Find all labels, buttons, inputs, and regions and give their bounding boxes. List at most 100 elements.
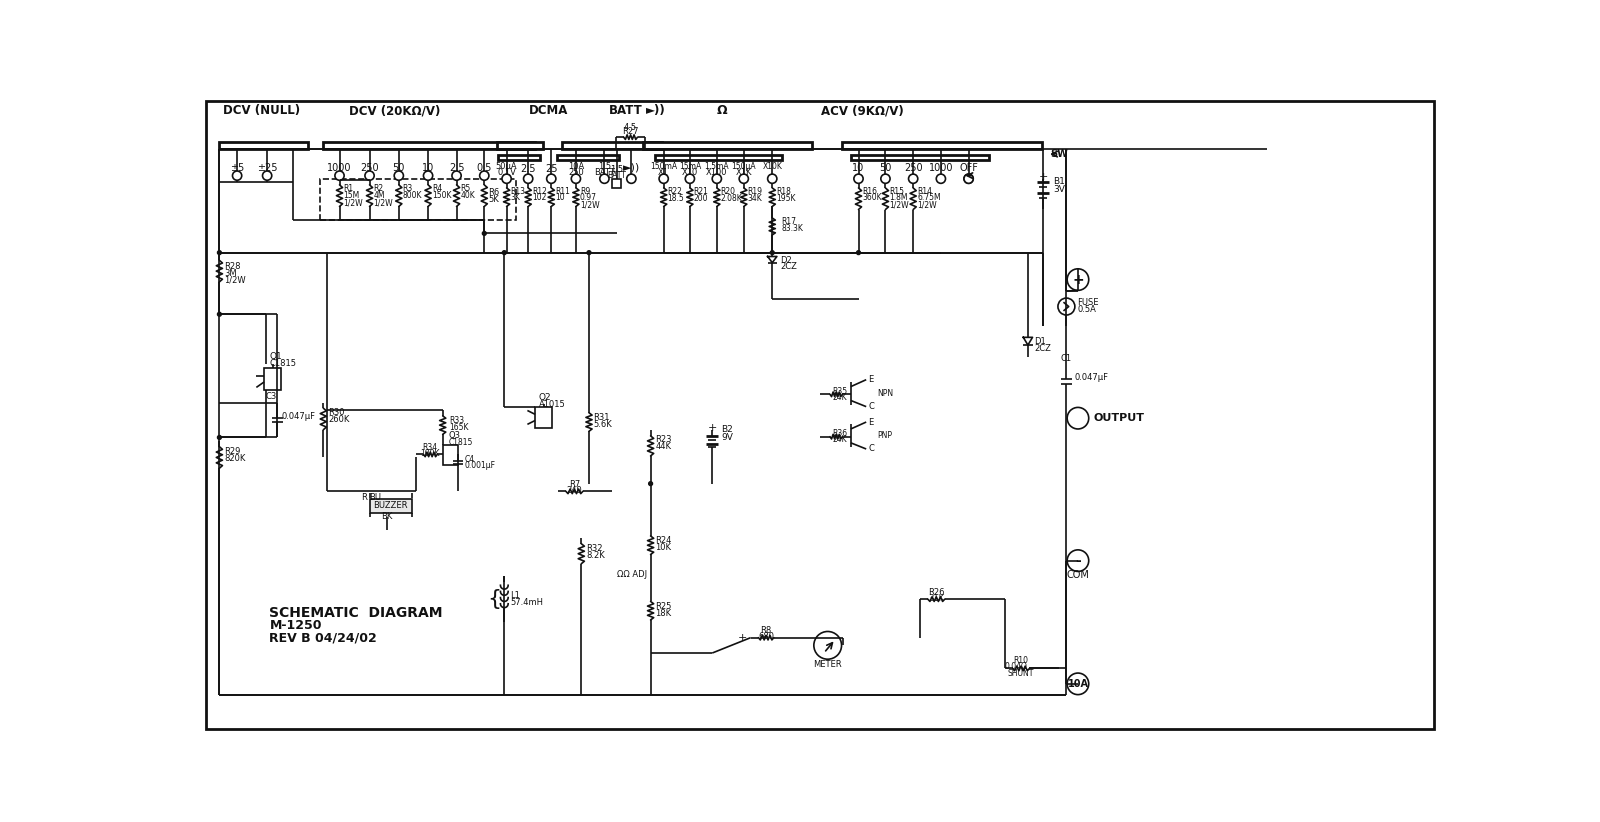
Circle shape (547, 174, 555, 183)
Text: 6.75M: 6.75M (917, 193, 941, 202)
Text: 57.4mH: 57.4mH (510, 598, 544, 607)
Circle shape (814, 631, 842, 659)
Circle shape (1067, 408, 1088, 429)
Circle shape (685, 174, 694, 183)
Text: -: - (1075, 554, 1082, 568)
Text: 0.5A: 0.5A (1077, 305, 1096, 314)
Text: BATT: BATT (610, 104, 643, 118)
Circle shape (502, 174, 512, 183)
Circle shape (218, 436, 221, 440)
Circle shape (587, 251, 590, 255)
Text: R34: R34 (422, 443, 437, 452)
Text: SHUNT: SHUNT (1008, 669, 1034, 678)
Circle shape (770, 251, 774, 255)
Circle shape (627, 174, 635, 183)
Bar (498, 155, 541, 160)
Text: R17: R17 (781, 217, 797, 226)
Text: ►)): ►)) (622, 163, 640, 173)
Text: L1: L1 (510, 591, 520, 600)
Circle shape (600, 174, 610, 183)
Text: OUTPUT: OUTPUT (1093, 413, 1144, 423)
Text: 0.5: 0.5 (477, 163, 491, 173)
Text: R36: R36 (832, 429, 846, 438)
Text: 1000: 1000 (928, 163, 954, 173)
Text: +: + (1072, 273, 1083, 287)
Text: FUSE: FUSE (1077, 298, 1099, 307)
Text: X10: X10 (682, 168, 698, 177)
Bar (320, 179, 515, 219)
Bar (643, 141, 813, 149)
Text: REV B 04/24/02: REV B 04/24/02 (269, 631, 378, 644)
Text: BATT: BATT (594, 168, 614, 177)
Text: Q2: Q2 (539, 393, 552, 402)
Text: Q1: Q1 (269, 352, 282, 361)
Text: 1/2W: 1/2W (579, 201, 600, 210)
Text: DCV (NULL): DCV (NULL) (222, 104, 301, 118)
Text: 1/2W: 1/2W (373, 198, 394, 207)
Text: C3: C3 (266, 392, 277, 401)
Text: 250: 250 (904, 163, 923, 173)
Text: ►)): ►)) (646, 104, 666, 118)
Text: 50: 50 (880, 163, 891, 173)
Text: R28: R28 (224, 262, 240, 271)
Text: C4: C4 (464, 455, 474, 464)
Text: B2: B2 (722, 425, 733, 434)
Circle shape (854, 174, 862, 183)
Text: R29: R29 (224, 447, 240, 456)
Text: +: + (707, 423, 717, 433)
Text: BATT: BATT (608, 171, 626, 180)
Text: 1.5: 1.5 (610, 165, 624, 174)
Bar (496, 141, 542, 149)
Text: R12: R12 (533, 187, 547, 196)
Text: 260K: 260K (328, 415, 349, 424)
Text: 150mA: 150mA (650, 162, 677, 171)
Text: 195K: 195K (776, 194, 795, 203)
Bar (613, 178, 621, 188)
Text: 10K: 10K (656, 543, 672, 552)
Bar (562, 141, 662, 149)
Text: 1/2W: 1/2W (890, 201, 909, 210)
Text: 2.08K: 2.08K (720, 194, 742, 203)
Text: SW: SW (1050, 149, 1067, 159)
Text: R25: R25 (656, 602, 672, 611)
Circle shape (739, 174, 749, 183)
Text: 10A: 10A (1067, 679, 1088, 689)
Text: R9: R9 (579, 187, 590, 196)
Text: R15: R15 (890, 187, 904, 196)
Text: B1: B1 (1053, 178, 1066, 187)
Text: C: C (869, 402, 874, 411)
Text: SCHEMATIC  DIAGRAM: SCHEMATIC DIAGRAM (269, 606, 443, 620)
Text: 10: 10 (853, 163, 864, 173)
Circle shape (1067, 550, 1088, 571)
Text: R16: R16 (862, 187, 877, 196)
Bar (264, 368, 282, 390)
Text: 10A: 10A (568, 162, 584, 171)
Text: COM: COM (1067, 570, 1090, 580)
Circle shape (659, 174, 669, 183)
Text: 0.047μF: 0.047μF (282, 412, 315, 421)
Circle shape (1058, 298, 1075, 315)
Text: E: E (869, 375, 874, 384)
Text: 5.6K: 5.6K (594, 420, 613, 429)
Text: R20: R20 (720, 187, 736, 196)
Text: C1815: C1815 (269, 359, 296, 368)
Text: 680: 680 (758, 632, 774, 641)
Text: R23: R23 (656, 436, 672, 444)
Bar (842, 141, 1042, 149)
Circle shape (334, 171, 344, 180)
Text: Ω: Ω (717, 104, 726, 118)
Bar (323, 141, 534, 149)
Text: 0.001μF: 0.001μF (464, 461, 496, 470)
Text: R21: R21 (694, 187, 709, 196)
Text: METER: METER (813, 660, 842, 669)
Text: 250: 250 (360, 163, 379, 173)
Text: NPN: NPN (878, 389, 894, 398)
Text: C: C (869, 445, 874, 454)
Text: +: + (738, 633, 747, 643)
Text: DCMA: DCMA (530, 104, 568, 118)
Text: R22: R22 (667, 187, 683, 196)
Bar (370, 499, 411, 513)
Text: ±25: ±25 (258, 163, 277, 173)
Text: 50μA: 50μA (496, 162, 517, 171)
Circle shape (232, 171, 242, 180)
